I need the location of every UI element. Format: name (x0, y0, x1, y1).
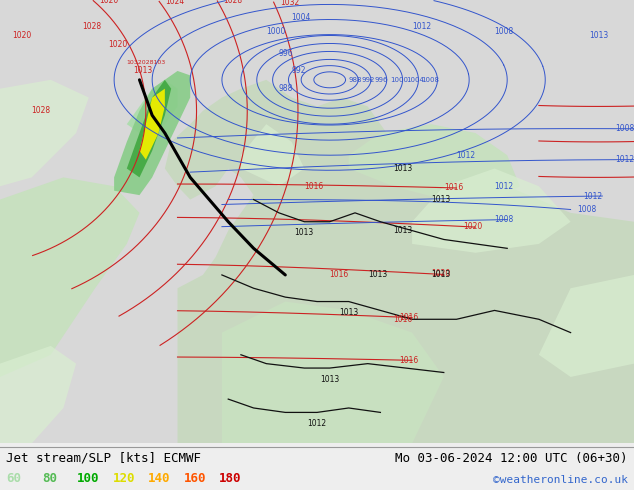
Text: 1020: 1020 (431, 270, 450, 278)
Polygon shape (412, 169, 571, 253)
Text: 180: 180 (219, 472, 242, 485)
Polygon shape (0, 346, 76, 443)
Text: 1020: 1020 (13, 31, 32, 40)
Text: 1020: 1020 (108, 40, 127, 49)
Text: 1032: 1032 (280, 0, 299, 7)
Text: 1013: 1013 (431, 195, 450, 204)
Text: 1008: 1008 (495, 215, 514, 224)
Text: 160: 160 (184, 472, 206, 485)
Text: 100: 100 (77, 472, 100, 485)
Text: 1013: 1013 (339, 308, 358, 317)
Text: 1012: 1012 (412, 22, 431, 31)
Text: 1012: 1012 (456, 151, 476, 160)
Text: 1016: 1016 (330, 270, 349, 279)
Text: 1016: 1016 (399, 356, 418, 365)
Polygon shape (165, 80, 634, 443)
Text: 60: 60 (6, 472, 22, 485)
Text: 1028: 1028 (32, 106, 51, 115)
Text: 1016: 1016 (304, 182, 323, 191)
Text: 1016: 1016 (399, 313, 418, 321)
Text: 1012: 1012 (615, 155, 634, 164)
Text: 996: 996 (374, 77, 387, 83)
Text: 992: 992 (292, 67, 306, 75)
Text: 1013: 1013 (320, 375, 339, 384)
Polygon shape (114, 71, 190, 195)
Text: 140: 140 (148, 472, 171, 485)
Polygon shape (0, 80, 89, 186)
Polygon shape (539, 275, 634, 377)
Text: 1012: 1012 (307, 419, 327, 428)
Text: Jet stream/SLP [kts] ECMWF: Jet stream/SLP [kts] ECMWF (6, 452, 202, 465)
Text: 1008: 1008 (422, 77, 439, 83)
Text: 1013: 1013 (295, 228, 314, 237)
Text: 1013: 1013 (393, 164, 412, 173)
Text: Mo 03-06-2024 12:00 UTC (06+30): Mo 03-06-2024 12:00 UTC (06+30) (395, 452, 628, 465)
Text: 1013: 1013 (133, 67, 152, 75)
Text: 988: 988 (279, 84, 294, 93)
Text: 1008: 1008 (615, 124, 634, 133)
Text: ©weatheronline.co.uk: ©weatheronline.co.uk (493, 475, 628, 485)
Text: 1008: 1008 (495, 26, 514, 36)
Text: 1013: 1013 (368, 270, 387, 279)
Text: 1012: 1012 (583, 192, 602, 200)
Text: 1028: 1028 (82, 22, 101, 31)
Text: 120: 120 (113, 472, 135, 485)
Text: 988: 988 (349, 77, 362, 83)
Text: 1000: 1000 (390, 77, 408, 83)
Text: 1012: 1012 (495, 182, 514, 191)
Text: 1004: 1004 (292, 13, 311, 22)
Text: 1013: 1013 (393, 226, 412, 235)
Text: 1016: 1016 (444, 183, 463, 192)
Text: 1013: 1013 (431, 270, 450, 279)
Text: 1013: 1013 (590, 31, 609, 40)
Polygon shape (127, 80, 171, 177)
Text: 1000: 1000 (266, 26, 286, 36)
Text: 1004: 1004 (406, 77, 424, 83)
Text: 996: 996 (279, 49, 294, 58)
Text: 992: 992 (361, 77, 375, 83)
Polygon shape (349, 124, 520, 199)
Text: 1032028103: 1032028103 (127, 60, 166, 65)
Polygon shape (127, 80, 178, 133)
Polygon shape (139, 89, 165, 160)
Polygon shape (0, 177, 139, 377)
Text: 1008: 1008 (577, 205, 596, 214)
Text: 1028: 1028 (224, 0, 243, 5)
Polygon shape (222, 301, 444, 443)
Text: 1016: 1016 (393, 315, 412, 324)
Polygon shape (241, 124, 304, 186)
Text: 1024: 1024 (165, 0, 184, 6)
Text: 1020: 1020 (100, 0, 119, 5)
Text: 1020: 1020 (463, 222, 482, 231)
Text: 80: 80 (42, 472, 57, 485)
